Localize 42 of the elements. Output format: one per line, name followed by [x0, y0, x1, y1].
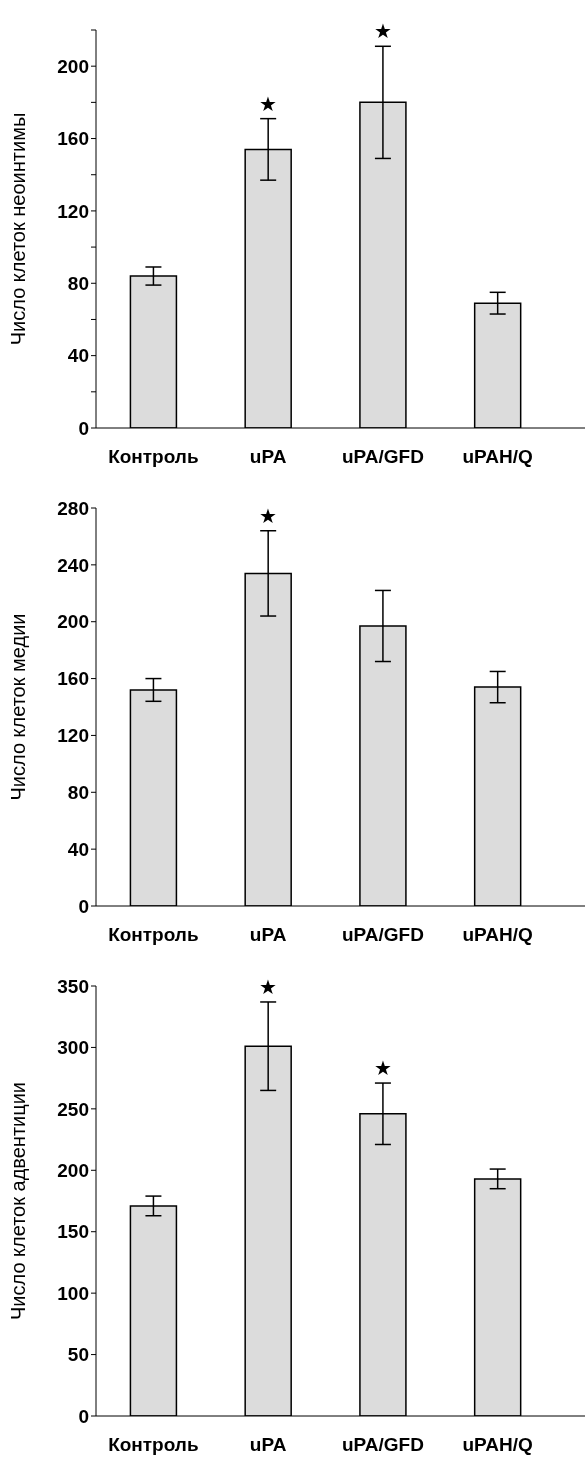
y-axis-title: Число клеток неоинтимы: [7, 112, 30, 346]
data-label: ★: [373, 20, 392, 43]
x-tick-label: Контроль: [108, 1434, 199, 1456]
x-tick-label: uPA: [249, 924, 287, 946]
y-tick-label: 300: [57, 1037, 89, 1059]
x-tick-label: Контроль: [108, 446, 199, 468]
x-tick-label: uPAH/Q: [462, 446, 533, 468]
x-tick-label: Контроль: [108, 924, 199, 946]
y-tick-label: 40: [67, 838, 89, 860]
x-tick-label: uPA: [249, 1434, 287, 1456]
y-tick-label: 0: [78, 1405, 89, 1427]
y-tick-label: 0: [78, 895, 89, 917]
y-tick-label: 80: [67, 273, 89, 295]
data-label: ★: [259, 92, 278, 115]
x-tick-label: uPAH/Q: [462, 1434, 533, 1456]
y-tick-label: 200: [57, 611, 89, 633]
y-tick-label: 350: [57, 975, 89, 997]
y-tick-label: 200: [57, 55, 89, 77]
y-tick-label: 0: [78, 417, 89, 439]
x-tick-label: uPA/GFD: [341, 1434, 424, 1456]
y-tick-label: 40: [67, 345, 89, 367]
data-label: ★: [259, 504, 278, 527]
y-tick-label: 250: [57, 1098, 89, 1120]
data-label: ★: [259, 975, 278, 998]
y-tick-label: 50: [67, 1344, 89, 1366]
y-tick-label: 200: [57, 1160, 89, 1182]
y-tick-label: 100: [57, 1282, 89, 1304]
y-axis-title: Число клеток адвентиции: [7, 1081, 30, 1321]
y-tick-label: 280: [57, 497, 89, 519]
x-tick-label: uPA: [249, 446, 287, 468]
data-label: ★: [373, 1057, 392, 1080]
y-tick-label: 150: [57, 1221, 89, 1243]
y-tick-label: 160: [57, 668, 89, 690]
y-axis-title: Число клеток медии: [7, 613, 30, 801]
x-tick-label: uPA/GFD: [341, 446, 424, 468]
y-tick-label: 160: [57, 128, 89, 150]
y-tick-label: 80: [67, 782, 89, 804]
y-tick-label: 240: [57, 554, 89, 576]
y-tick-label: 120: [57, 725, 89, 747]
x-tick-label: uPAH/Q: [462, 924, 533, 946]
y-tick-label: 120: [57, 200, 89, 222]
x-tick-label: uPA/GFD: [341, 924, 424, 946]
